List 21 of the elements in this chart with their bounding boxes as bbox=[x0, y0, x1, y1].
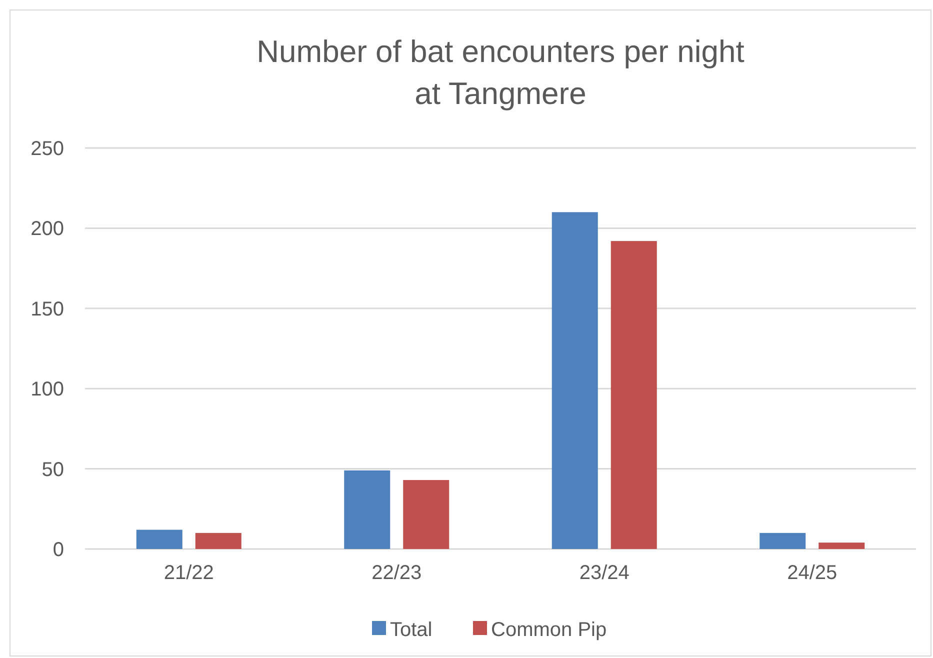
chart-title: Number of bat encounters per night at Tangmere bbox=[256, 34, 745, 111]
bar bbox=[195, 532, 242, 549]
bar bbox=[818, 542, 865, 549]
bar bbox=[610, 241, 657, 549]
y-tick-label: 0 bbox=[52, 539, 64, 561]
bar bbox=[403, 480, 450, 549]
bar bbox=[760, 532, 806, 549]
bar bbox=[136, 530, 182, 549]
legend-label: Common Pip bbox=[491, 619, 607, 641]
y-tick-label: 150 bbox=[30, 298, 64, 320]
x-tick-label: 23/24 bbox=[579, 562, 630, 584]
y-tick-label: 200 bbox=[30, 218, 64, 240]
y-tick-label: 250 bbox=[30, 138, 64, 160]
x-tick-label: 22/23 bbox=[372, 562, 422, 584]
x-tick-label: 21/22 bbox=[164, 562, 214, 584]
y-tick-label: 50 bbox=[42, 458, 64, 481]
x-tick-label: 24/25 bbox=[787, 562, 838, 584]
bar bbox=[344, 470, 390, 549]
bar bbox=[552, 212, 598, 549]
y-tick-label: 100 bbox=[30, 378, 64, 401]
legend-label: Total bbox=[390, 619, 432, 641]
